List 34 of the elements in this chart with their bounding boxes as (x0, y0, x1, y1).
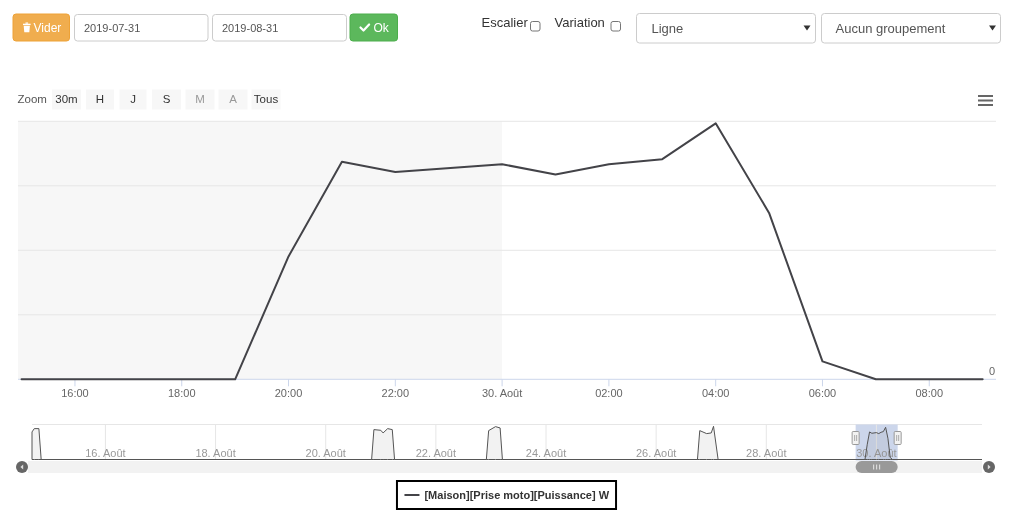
x-tick-label: 08:00 (915, 387, 944, 399)
x-tick-label: 20. Août (305, 447, 346, 459)
text: Escalier (481, 14, 529, 30)
text: Ok (373, 20, 390, 35)
text: 2019-08-31 (222, 22, 279, 34)
text: Variation (554, 14, 605, 30)
x-tick-label: 30. Août (481, 387, 523, 399)
text: S (162, 92, 171, 105)
text: Ligne (651, 21, 684, 36)
x-tick-label: 18:00 (167, 387, 196, 399)
x-tick-label: 06:00 (808, 387, 837, 399)
x-tick-label: 20:00 (274, 387, 303, 399)
text: Vider (33, 20, 62, 35)
text: Zoom (17, 92, 47, 105)
x-tick-label: 16. Août (85, 447, 126, 459)
text: 2019-07-31 (84, 22, 141, 34)
text: Aucun groupement (835, 21, 946, 36)
text: H (95, 92, 105, 105)
text: Tous (253, 92, 279, 105)
x-tick-label: 22. Août (415, 447, 457, 459)
x-tick-label: 24. Août (525, 447, 567, 459)
text: A (229, 92, 238, 105)
annotation: 0 (988, 365, 995, 378)
x-tick-label: 22:00 (381, 387, 410, 399)
legend-label: [Maison][Prise moto][Puissance] W (424, 489, 610, 501)
text: J (130, 92, 136, 105)
x-tick-label: 02:00 (595, 387, 623, 399)
x-tick-label: 16:00 (61, 387, 89, 399)
text: M (195, 92, 205, 105)
x-tick-label: 26. Août (635, 447, 677, 459)
x-tick-label: 28. Août (746, 447, 787, 459)
x-tick-label: 18. Août (195, 447, 236, 459)
x-tick-label: 04:00 (701, 387, 730, 399)
text: 30m (55, 92, 78, 105)
